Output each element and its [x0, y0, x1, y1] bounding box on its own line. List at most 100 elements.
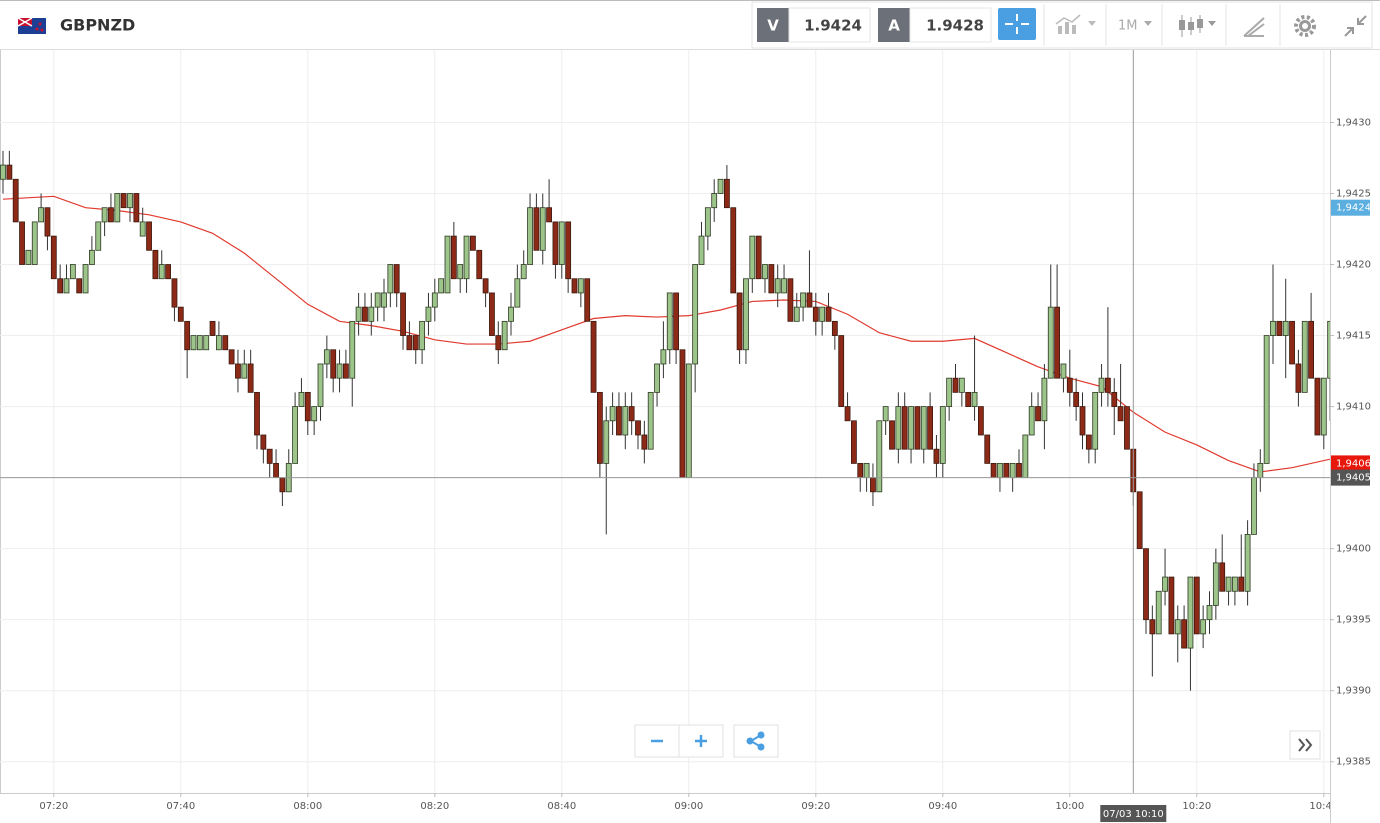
candle-body	[489, 292, 495, 336]
bid-button[interactable]	[757, 8, 789, 42]
candle-body	[1244, 534, 1251, 592]
candle-body	[1327, 320, 1330, 379]
candle-body	[1200, 619, 1207, 635]
scroll-end-button[interactable]	[1289, 730, 1321, 760]
candle-body	[1098, 377, 1105, 393]
candle-body	[870, 477, 876, 493]
candle-body	[1079, 406, 1086, 436]
candle-body	[1181, 619, 1187, 649]
y-tick-label: 1,9420	[1336, 260, 1371, 271]
candle-body	[838, 335, 845, 407]
candle-body	[787, 278, 794, 322]
candle-body	[933, 448, 940, 464]
candle-body	[108, 207, 114, 223]
candle-body	[177, 306, 184, 322]
candle-body	[406, 335, 413, 351]
candle-body	[603, 420, 610, 464]
candle-body	[571, 278, 578, 294]
share-button[interactable]	[733, 724, 779, 758]
candle-body	[235, 363, 241, 379]
candle-body	[0, 164, 6, 180]
candle-body	[1270, 320, 1276, 336]
candle-body	[273, 463, 279, 479]
candle-body	[736, 292, 743, 351]
crosshair-x-box	[1100, 805, 1167, 822]
candle-body	[819, 306, 826, 322]
x-tick-label: 10:00	[1055, 801, 1084, 812]
candle-body	[939, 406, 946, 464]
x-tick-label: 09:00	[674, 801, 703, 812]
candle-body	[139, 221, 146, 237]
candle-body	[457, 264, 464, 280]
candle-body	[323, 349, 330, 365]
zoom-in-button[interactable]	[678, 724, 724, 758]
candle-body	[431, 292, 438, 308]
y-tick-label: 1,9390	[1336, 686, 1371, 697]
candle-body	[1251, 477, 1257, 535]
bid-price: 1.9424	[804, 17, 862, 35]
candle-body	[1162, 576, 1168, 592]
candle-body	[704, 207, 711, 237]
symbol[interactable]: GBPNZD	[60, 16, 135, 35]
candle-body	[685, 363, 692, 479]
candle-body	[57, 278, 64, 294]
settings-button[interactable]	[1294, 15, 1316, 37]
candle-body	[501, 320, 508, 351]
time-axis: 07:20 07:40 08:00 08:20 08:40 09:00 09:20 09:40…	[39, 793, 1330, 812]
candle-body	[717, 178, 724, 194]
timeframe-caret	[1144, 21, 1152, 26]
candle-body	[184, 320, 191, 351]
candle-body	[527, 207, 533, 265]
candle-body	[1295, 363, 1302, 393]
price-marker-label: 1,9424	[1336, 203, 1371, 214]
candle-body	[463, 235, 470, 280]
candle-body	[311, 406, 318, 422]
candle-body	[1187, 576, 1194, 649]
candle-body	[1308, 320, 1314, 379]
candle-body	[882, 406, 889, 422]
y-tick-label: 1,9410	[1336, 402, 1371, 413]
price-marker-label: 1,9406	[1336, 458, 1371, 469]
candle-body	[362, 306, 368, 322]
crosshair-y-label: 1,9405	[1336, 473, 1371, 484]
candle-body	[1320, 377, 1327, 436]
x-tick-label: 07:40	[166, 801, 195, 812]
crosshair-button[interactable]	[998, 8, 1036, 40]
candle-body	[635, 420, 641, 436]
crosshair-y-box	[1331, 469, 1370, 486]
candle-body	[374, 292, 381, 308]
ask-button[interactable]	[878, 8, 910, 42]
zoom-out-button[interactable]	[634, 724, 680, 758]
candle-body	[171, 278, 178, 308]
candle-body	[1136, 491, 1143, 550]
candle-body	[355, 306, 362, 322]
candle-body	[1238, 576, 1245, 592]
candle-body	[438, 278, 445, 294]
indicator-button[interactable]	[1055, 14, 1096, 34]
candle-body	[292, 406, 299, 464]
candle-body	[44, 207, 51, 237]
flag-icon	[17, 17, 46, 34]
collapse-button[interactable]	[1344, 15, 1367, 37]
candle-body	[825, 306, 832, 322]
tool-group	[751, 1, 1373, 49]
candle-body	[82, 264, 89, 294]
candle-body	[1085, 434, 1092, 450]
candle-body	[660, 349, 667, 365]
draw-button[interactable]	[1243, 17, 1265, 37]
candle-body	[666, 292, 673, 351]
candle-body	[679, 349, 686, 479]
candle-body	[711, 193, 718, 209]
candle-body	[774, 278, 781, 294]
candle-body	[50, 235, 57, 280]
candle-body	[1301, 320, 1308, 393]
y-tick-label: 1,9385	[1336, 757, 1371, 768]
candle-body	[584, 278, 591, 322]
chart-type-button[interactable]	[1179, 15, 1216, 37]
y-tick-label: 1,9395	[1336, 615, 1371, 626]
candle-body	[889, 420, 895, 450]
timeframe[interactable]: 1M	[1118, 19, 1138, 34]
